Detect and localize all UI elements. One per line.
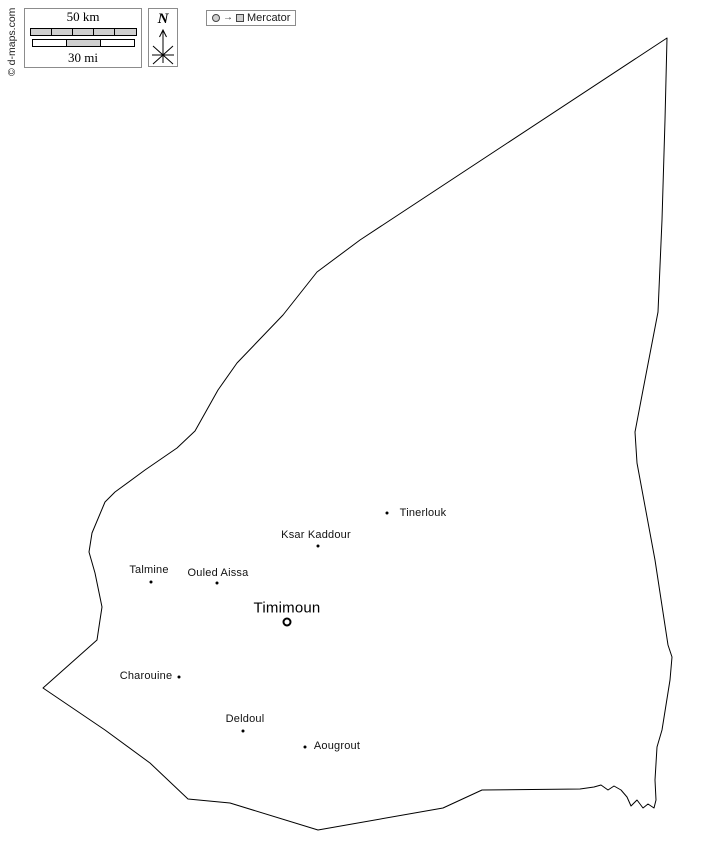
city-marker — [385, 511, 389, 515]
region-boundary — [42, 37, 673, 831]
city-label: Timimoun — [253, 599, 321, 617]
city-marker-capital — [282, 617, 292, 627]
scale-bar-km — [29, 27, 137, 36]
city-label: Deldoul — [225, 713, 265, 725]
arrow-right-icon: → — [223, 12, 233, 23]
city-label: Tinerlouk — [399, 507, 447, 519]
compass-box: N — [148, 8, 178, 67]
scale-mi-label: 30 mi — [68, 49, 98, 65]
city-label: Ouled Aissa — [187, 567, 249, 579]
city-marker — [316, 544, 320, 548]
city-marker — [303, 745, 307, 749]
city-marker — [215, 581, 219, 585]
city-label: Aougrout — [313, 740, 361, 752]
flat-map-icon — [236, 14, 244, 22]
projection-box: → Mercator — [206, 10, 297, 26]
scale-box: 50 km 30 mi — [24, 8, 142, 68]
north-label: N — [157, 11, 169, 27]
city-label: Charouine — [119, 670, 173, 682]
city-label: Ksar Kaddour — [281, 529, 351, 541]
city-marker — [177, 675, 181, 679]
city-label: Talmine — [129, 564, 169, 576]
sphere-icon — [212, 14, 220, 22]
north-arrow-icon — [152, 28, 174, 65]
city-marker — [241, 729, 245, 733]
map-credit: © d-maps.com — [6, 7, 18, 76]
projection-name: Mercator — [247, 12, 291, 24]
city-marker — [149, 580, 153, 584]
scale-bar-mi — [31, 39, 135, 48]
scale-km-label: 50 km — [66, 9, 100, 24]
